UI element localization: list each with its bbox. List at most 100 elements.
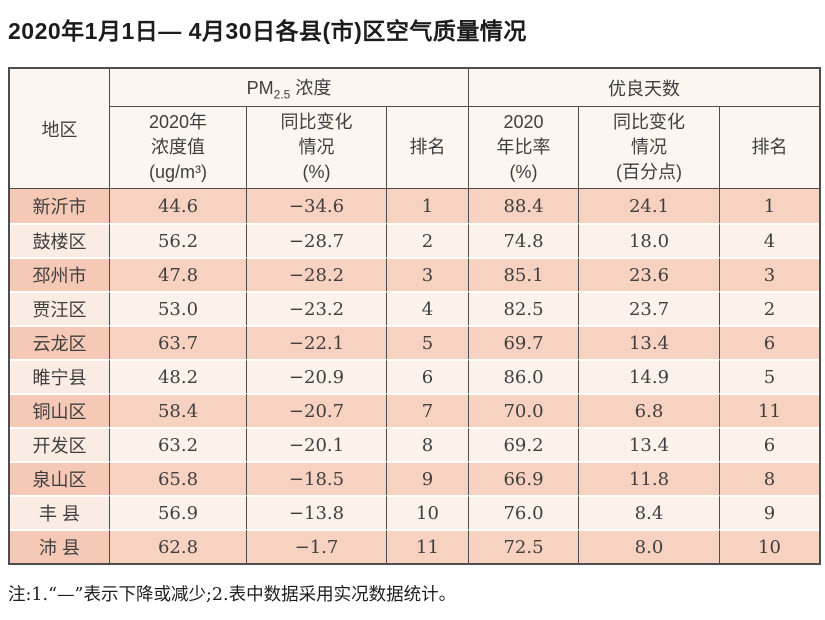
region-cell: 新沂市 bbox=[10, 189, 110, 223]
good-rank-cell: 3 bbox=[720, 257, 819, 291]
good-ratio-cell: 74.8 bbox=[469, 223, 579, 257]
pm-group-rest: 浓度 bbox=[295, 77, 332, 98]
table-row: 铜山区 58.4 −20.7 7 70.0 6.8 11 bbox=[10, 393, 819, 427]
pm-rank-cell: 11 bbox=[387, 529, 469, 563]
good-ratio-cell: 86.0 bbox=[469, 359, 579, 393]
pm-value-cell: 56.2 bbox=[110, 223, 247, 257]
pm-change-cell: −23.2 bbox=[247, 291, 387, 325]
region-cell: 铜山区 bbox=[10, 393, 110, 427]
pm-change-cell: −28.7 bbox=[247, 223, 387, 257]
pm-value-cell: 63.2 bbox=[110, 427, 247, 461]
good-rank-cell: 2 bbox=[720, 291, 819, 325]
region-cell: 丰 县 bbox=[10, 495, 110, 529]
good-change-header-cell: 同比变化 情况 (百分点) bbox=[579, 107, 720, 189]
good-ratio-cell: 66.9 bbox=[469, 461, 579, 495]
good-change-cell: 24.1 bbox=[579, 189, 720, 223]
good-rank-header-cell: 排名 bbox=[720, 107, 819, 189]
good-ratio-cell: 70.0 bbox=[469, 393, 579, 427]
pm-rank-cell: 2 bbox=[387, 223, 469, 257]
pm-value-cell: 58.4 bbox=[110, 393, 247, 427]
good-ratio-cell: 72.5 bbox=[469, 529, 579, 563]
good-rank-cell: 11 bbox=[720, 393, 819, 427]
pm-value-header-cell: 2020年 浓度值 (ug/m³) bbox=[110, 107, 247, 189]
table-row: 贾汪区 53.0 −23.2 4 82.5 23.7 2 bbox=[10, 291, 819, 325]
region-cell: 邳州市 bbox=[10, 257, 110, 291]
pm-rank-cell: 8 bbox=[387, 427, 469, 461]
good-ratio-cell: 82.5 bbox=[469, 291, 579, 325]
pm-group-sub: 2.5 bbox=[273, 87, 291, 102]
good-change-cell: 6.8 bbox=[579, 393, 720, 427]
good-change-cell: 11.8 bbox=[579, 461, 720, 495]
good-change-cell: 8.4 bbox=[579, 495, 720, 529]
region-header-cell: 地区 bbox=[10, 69, 110, 189]
pm-value-cell: 53.0 bbox=[110, 291, 247, 325]
pm-value-cell: 56.9 bbox=[110, 495, 247, 529]
good-rank-cell: 10 bbox=[720, 529, 819, 563]
region-cell: 睢宁县 bbox=[10, 359, 110, 393]
table-header: 地区 PM2.5 浓度 优良天数 2020年 浓度值 (ug/m³) 同比变化 情… bbox=[10, 69, 819, 189]
pm-group-base: PM bbox=[246, 77, 274, 98]
page-title: 2020年1月1日— 4月30日各县(市)区空气质量情况 bbox=[8, 18, 527, 44]
region-cell: 鼓楼区 bbox=[10, 223, 110, 257]
good-days-group-header: 优良天数 bbox=[469, 69, 819, 107]
pm-value-cell: 44.6 bbox=[110, 189, 247, 223]
good-change-cell: 13.4 bbox=[579, 325, 720, 359]
pm-rank-cell: 9 bbox=[387, 461, 469, 495]
region-cell: 泉山区 bbox=[10, 461, 110, 495]
good-rank-cell: 8 bbox=[720, 461, 819, 495]
pm-rank-cell: 5 bbox=[387, 325, 469, 359]
pm-rank-cell: 10 bbox=[387, 495, 469, 529]
good-change-cell: 18.0 bbox=[579, 223, 720, 257]
table-row: 邳州市 47.8 −28.2 3 85.1 23.6 3 bbox=[10, 257, 819, 291]
pm-change-cell: −22.1 bbox=[247, 325, 387, 359]
pm-rank-cell: 7 bbox=[387, 393, 469, 427]
pm-change-header-cell: 同比变化 情况 (%) bbox=[247, 107, 387, 189]
good-change-cell: 14.9 bbox=[579, 359, 720, 393]
table-row: 沛 县 62.8 −1.7 11 72.5 8.0 10 bbox=[10, 529, 819, 563]
good-ratio-cell: 69.2 bbox=[469, 427, 579, 461]
pm-rank-cell: 4 bbox=[387, 291, 469, 325]
good-rank-cell: 6 bbox=[720, 325, 819, 359]
pm-rank-header-cell: 排名 bbox=[387, 107, 469, 189]
pm-change-cell: −18.5 bbox=[247, 461, 387, 495]
pm-change-cell: −20.9 bbox=[247, 359, 387, 393]
pm-value-cell: 48.2 bbox=[110, 359, 247, 393]
sub-header-row: 2020年 浓度值 (ug/m³) 同比变化 情况 (%) 排名 2020 年比… bbox=[10, 107, 819, 189]
good-ratio-cell: 76.0 bbox=[469, 495, 579, 529]
good-rank-cell: 9 bbox=[720, 495, 819, 529]
pm-change-cell: −13.8 bbox=[247, 495, 387, 529]
pm-change-cell: −20.7 bbox=[247, 393, 387, 427]
good-rank-cell: 1 bbox=[720, 189, 819, 223]
good-rank-cell: 6 bbox=[720, 427, 819, 461]
table-row: 睢宁县 48.2 −20.9 6 86.0 14.9 5 bbox=[10, 359, 819, 393]
pm-group-header: PM2.5 浓度 bbox=[110, 69, 469, 107]
table-row: 云龙区 63.7 −22.1 5 69.7 13.4 6 bbox=[10, 325, 819, 359]
footnote: 注:1.“—”表示下降或减少;2.表中数据采用实况数据统计。 bbox=[8, 585, 457, 605]
region-cell: 云龙区 bbox=[10, 325, 110, 359]
good-ratio-cell: 88.4 bbox=[469, 189, 579, 223]
pm-change-cell: −28.2 bbox=[247, 257, 387, 291]
table-row: 泉山区 65.8 −18.5 9 66.9 11.8 8 bbox=[10, 461, 819, 495]
table-body: 新沂市 44.6 −34.6 1 88.4 24.1 1 鼓楼区 56.2 −28.7 2 74.8 1… bbox=[10, 189, 819, 563]
region-cell: 沛 县 bbox=[10, 529, 110, 563]
table-row: 鼓楼区 56.2 −28.7 2 74.8 18.0 4 bbox=[10, 223, 819, 257]
table-row: 新沂市 44.6 −34.6 1 88.4 24.1 1 bbox=[10, 189, 819, 223]
pm-rank-cell: 1 bbox=[387, 189, 469, 223]
good-change-cell: 8.0 bbox=[579, 529, 720, 563]
air-quality-table: 地区 PM2.5 浓度 优良天数 2020年 浓度值 (ug/m³) 同比变化 情… bbox=[8, 67, 821, 565]
pm-change-cell: −1.7 bbox=[247, 529, 387, 563]
region-cell: 贾汪区 bbox=[10, 291, 110, 325]
good-ratio-header-cell: 2020 年比率 (%) bbox=[469, 107, 579, 189]
good-change-cell: 23.7 bbox=[579, 291, 720, 325]
region-cell: 开发区 bbox=[10, 427, 110, 461]
good-ratio-cell: 69.7 bbox=[469, 325, 579, 359]
pm-value-cell: 47.8 bbox=[110, 257, 247, 291]
pm-value-cell: 65.8 bbox=[110, 461, 247, 495]
group-header-row: 地区 PM2.5 浓度 优良天数 bbox=[10, 69, 819, 189]
good-ratio-cell: 85.1 bbox=[469, 257, 579, 291]
pm-value-cell: 63.7 bbox=[110, 325, 247, 359]
pm-change-cell: −20.1 bbox=[247, 427, 387, 461]
good-change-cell: 23.6 bbox=[579, 257, 720, 291]
table-row: 丰 县 56.9 −13.8 10 76.0 8.4 9 bbox=[10, 495, 819, 529]
good-change-cell: 13.4 bbox=[579, 427, 720, 461]
